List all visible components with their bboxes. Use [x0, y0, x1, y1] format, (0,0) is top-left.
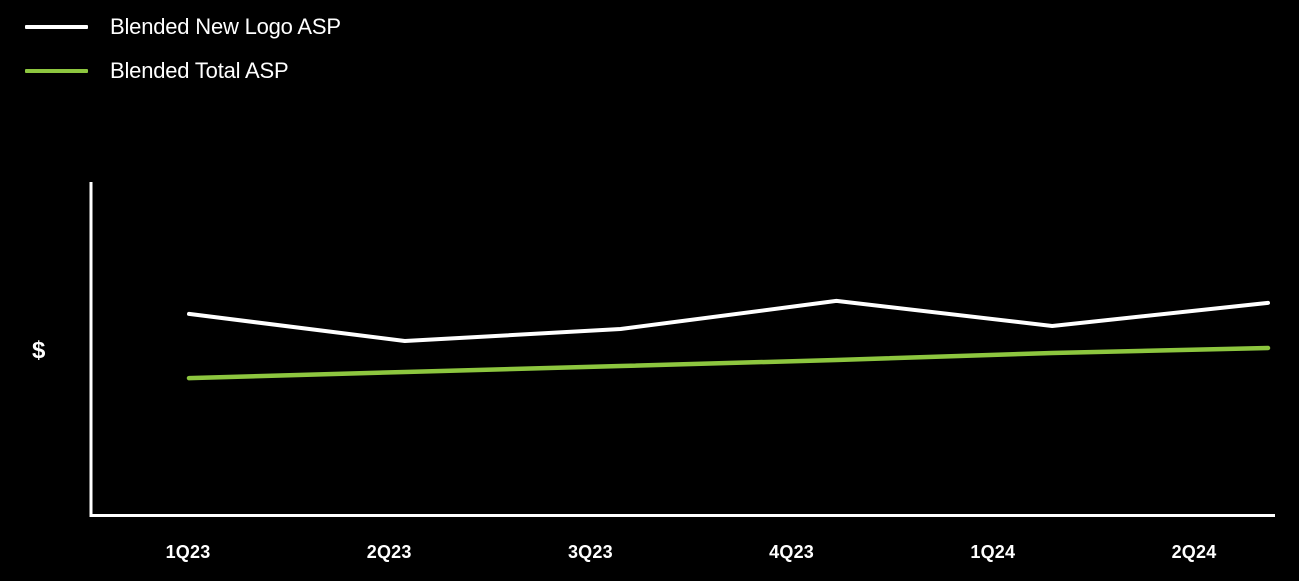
x-tick-label-1q24: 1Q24 — [970, 542, 1016, 562]
y-axis-label: $ — [32, 337, 46, 364]
x-tick-label-3q23: 3Q23 — [567, 542, 613, 562]
legend-item-blended-new-logo-asp: Blended New Logo ASP — [25, 14, 341, 40]
legend-label-blended-total-asp: Blended Total ASP — [110, 58, 289, 83]
x-tick-label-4q23: 4Q23 — [769, 542, 815, 562]
series-line-blended-new-logo-asp — [187, 298, 1270, 343]
legend-label-blended-new-logo-asp: Blended New Logo ASP — [110, 14, 341, 39]
green-line-swatch-icon — [25, 69, 88, 73]
white-line-swatch-icon — [25, 25, 88, 29]
x-tick-label-1q23: 1Q23 — [165, 542, 211, 562]
x-tick-label-2q23: 2Q23 — [366, 542, 412, 562]
x-tick-label-2q24: 2Q24 — [1171, 542, 1217, 562]
legend-item-blended-total-asp: Blended Total ASP — [25, 58, 341, 84]
legend: Blended New Logo ASP Blended Total ASP — [25, 14, 341, 102]
series-line-blended-total-asp — [186, 345, 1271, 381]
